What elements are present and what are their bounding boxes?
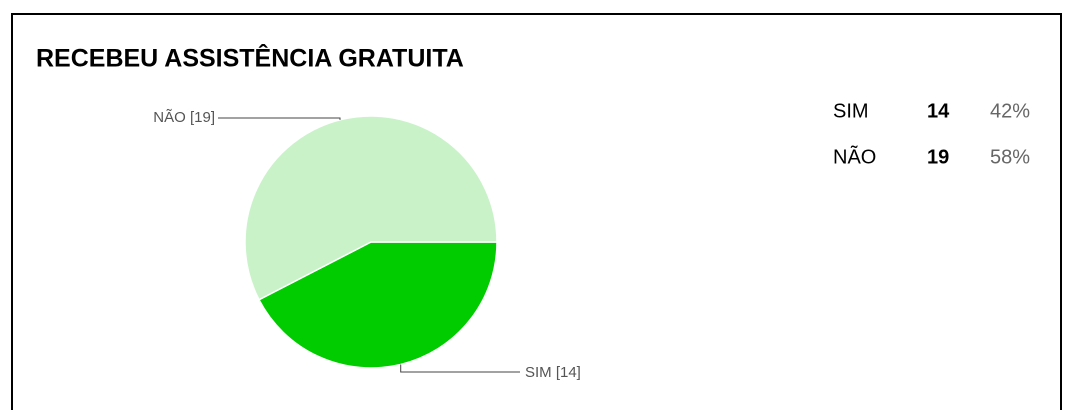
legend-percent: 58% bbox=[990, 146, 1030, 168]
pie-slice bbox=[257, 241, 498, 369]
chart-title: RECEBEU ASSISTÊNCIA GRATUITA bbox=[36, 43, 464, 73]
pie-slice bbox=[244, 115, 498, 301]
legend-value: 14 bbox=[927, 100, 950, 122]
legend-percent: 42% bbox=[990, 100, 1030, 122]
legend-label: NÃO bbox=[833, 144, 876, 168]
leader-line bbox=[218, 117, 341, 120]
legend-label: SIM bbox=[833, 100, 869, 122]
slice-label: NÃO [19] bbox=[153, 109, 215, 126]
legend-value: 19 bbox=[927, 146, 949, 168]
leader-line bbox=[400, 364, 520, 373]
slice-label: SIM [14] bbox=[525, 364, 581, 381]
frame bbox=[11, 13, 1062, 410]
